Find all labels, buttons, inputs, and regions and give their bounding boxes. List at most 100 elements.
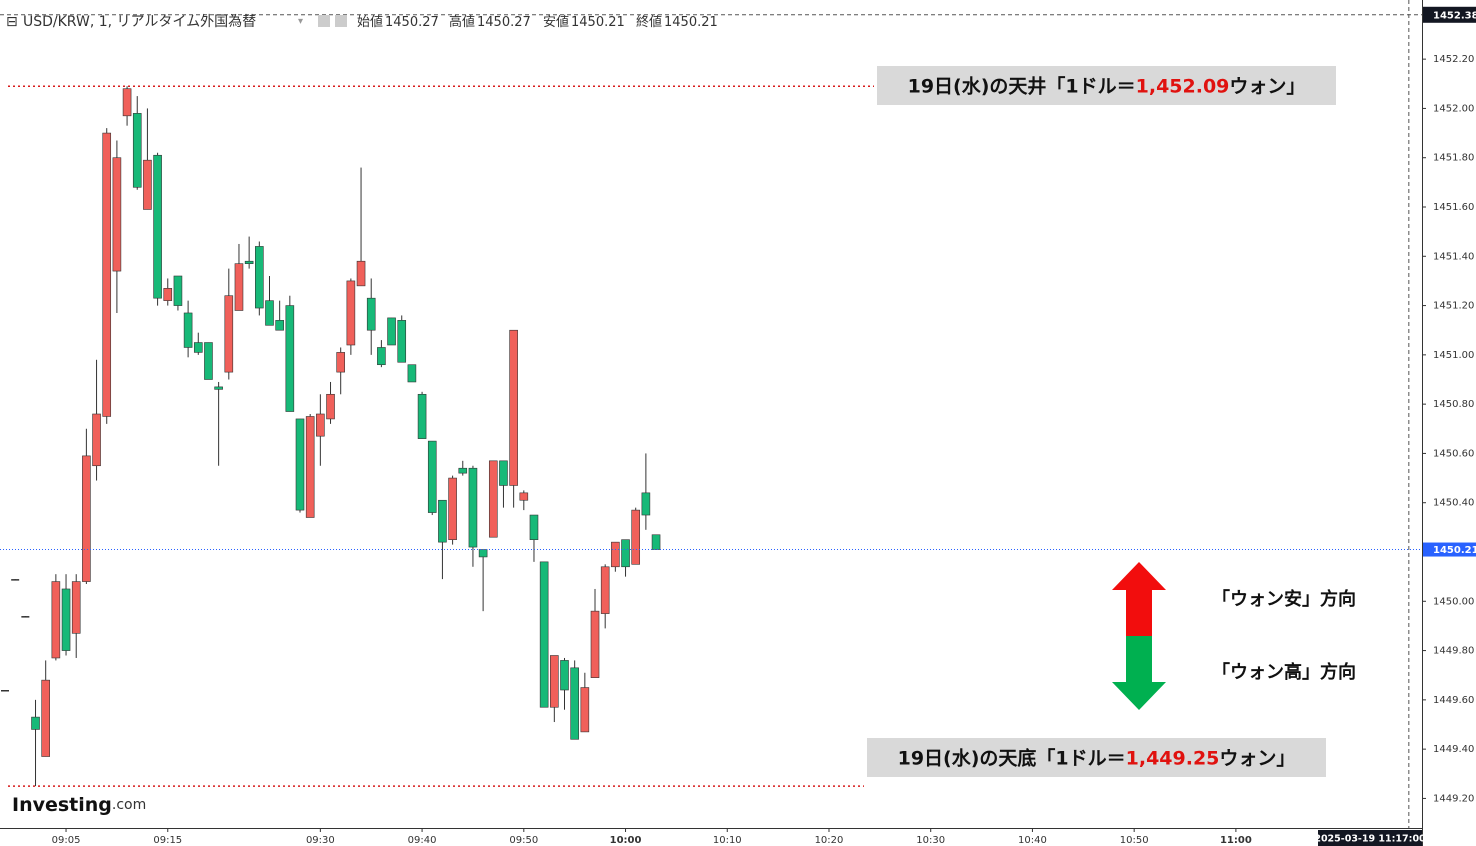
candle-body (427, 440, 437, 513)
candle-body (509, 329, 518, 486)
symbol-title: USD/KRW, 1, リアルタイム外国為替 (23, 14, 256, 30)
x-tick-label: 09:50 (509, 835, 538, 846)
plot (0, 0, 1422, 828)
candle-body (255, 246, 264, 309)
annotation-prefix: 19日(水)の天井「1ドル＝ (908, 74, 1136, 97)
candle-body (41, 679, 50, 757)
candle-body (519, 492, 529, 501)
last-price-label: 1450.21 (1433, 545, 1476, 556)
candle-body (468, 467, 478, 548)
legend-up: 「ウォン安」方向 (1212, 588, 1356, 610)
x-tick-label: 09:15 (153, 835, 182, 846)
annotation-value: 1,452.09 (1136, 75, 1230, 97)
candle-body (529, 514, 539, 540)
candle-body (621, 539, 630, 568)
candle-body (173, 275, 183, 306)
high-value: 1450.27 (477, 15, 531, 30)
candle-body (82, 455, 91, 582)
crosshair-time-label: 2025-03-19 11:17:00 (1314, 834, 1426, 845)
open-value: 1450.27 (385, 15, 439, 30)
candle-body (1, 690, 9, 692)
candle-body (224, 295, 234, 373)
candle-body (183, 312, 193, 348)
x-tick-label: 09:05 (52, 835, 81, 846)
legend-down: 「ウォン高」方向 (1212, 661, 1356, 683)
crosshair-price-label: 1452.38 (1433, 10, 1476, 21)
candle-body (92, 413, 101, 467)
x-tick-label: 09:40 (408, 835, 437, 846)
annotation-text: 19日(水)の天底「1ドル＝1,449.25ウォン」 (898, 746, 1296, 769)
candle-body (407, 364, 417, 383)
close-label: 終値 (636, 14, 662, 30)
annotation-suffix: ウォン」 (1219, 747, 1295, 769)
x-tick-label: 10:20 (815, 835, 844, 846)
candle-body (102, 132, 112, 417)
candle-body (163, 288, 173, 301)
annotation-text: 19日(水)の天井「1ドル＝1,452.09ウォン」 (908, 74, 1306, 97)
annotation-box (867, 738, 1326, 777)
y-tick-label: 1451.00 (1433, 350, 1474, 361)
candle-body (417, 393, 427, 439)
y-tick-label: 1451.80 (1433, 153, 1474, 164)
x-tick-label: 10:00 (610, 835, 642, 846)
crosshair-time-box (1318, 830, 1422, 846)
candle-body (244, 260, 254, 264)
candle-body (570, 667, 579, 740)
candle-body (356, 260, 366, 287)
candle-body (651, 534, 661, 550)
y-tick-label: 1449.60 (1433, 695, 1474, 706)
high-label: 高値 (449, 14, 475, 30)
y-tick-label: 1452.00 (1433, 103, 1474, 114)
candle-body (387, 317, 396, 346)
x-tick-label: 10:50 (1120, 835, 1149, 846)
low-value: 1450.21 (571, 15, 625, 30)
x-tick-label: 09:30 (306, 835, 335, 846)
x-tick-label: 10:30 (916, 835, 945, 846)
candle-body (305, 416, 315, 518)
candle-body (448, 477, 457, 540)
candle-body (397, 320, 407, 363)
candle-body (11, 579, 20, 581)
dropdown[interactable]: ▾ (298, 16, 303, 27)
candle-body (31, 716, 40, 730)
candle-body (61, 588, 71, 651)
y-tick-label: 1451.20 (1433, 301, 1474, 312)
candle-body (458, 467, 468, 474)
close-value: 1450.21 (664, 15, 718, 30)
candle-body (71, 581, 81, 634)
candle-body (285, 305, 295, 412)
last-price-box (1423, 542, 1476, 557)
candle-body (326, 393, 335, 420)
logo: Investing.com (12, 794, 146, 816)
candle-body (112, 157, 122, 272)
ohlc-header: 始値 1450.27 高値 1450.27 安値 1450.21 終値 1450.21 (357, 14, 718, 30)
down-arrow (1112, 636, 1166, 710)
crosshair-price-box (1423, 6, 1476, 23)
candle-body (438, 499, 447, 543)
y-tick-label: 1451.40 (1433, 251, 1474, 262)
icon[interactable] (318, 15, 330, 27)
low-label: 安値 (543, 14, 569, 30)
x-tick-label: 10:10 (713, 835, 742, 846)
candle-body (488, 460, 498, 538)
annotation-value: 1,449.25 (1126, 747, 1220, 769)
logo-suffix: .com (112, 797, 146, 813)
y-tick-label: 1450.00 (1433, 596, 1474, 607)
candle-body (346, 280, 356, 346)
icon[interactable] (335, 15, 347, 27)
candle-body (153, 154, 162, 299)
candle-body (611, 541, 620, 568)
x-tick-label: 10:40 (1018, 835, 1047, 846)
annotation-suffix: ウォン」 (1229, 75, 1305, 97)
candle-body (336, 352, 345, 373)
y-tick-label: 1449.80 (1433, 646, 1474, 657)
candle-body (539, 561, 549, 708)
candle-body (193, 342, 203, 353)
candle-body (143, 159, 152, 210)
y-tick-label: 1452.20 (1433, 54, 1474, 65)
candle-body (499, 460, 508, 486)
x-tick-label: 11:00 (1220, 835, 1252, 846)
collapse-icon[interactable]: ⊟ (6, 14, 18, 30)
